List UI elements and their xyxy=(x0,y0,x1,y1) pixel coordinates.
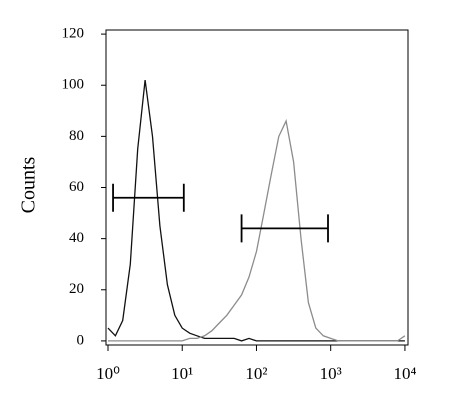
y-tick-label: 120 xyxy=(62,26,85,42)
x-tick-label: 10⁴ xyxy=(393,364,416,383)
y-tick-label: 0 xyxy=(77,332,85,348)
gate-marker xyxy=(240,214,329,243)
y-tick-label: 100 xyxy=(62,77,85,93)
series-line xyxy=(108,118,406,342)
y-tick-label: 20 xyxy=(69,281,84,297)
gate-marker xyxy=(112,183,185,212)
y-axis-label: Counts xyxy=(18,156,40,213)
x-tick-label: 10¹ xyxy=(171,364,193,383)
y-tick-label: 80 xyxy=(69,128,84,144)
y-tick-label: 40 xyxy=(69,230,84,246)
series-line xyxy=(107,80,405,342)
x-tick-label: 10² xyxy=(245,364,267,383)
y-tick-label: 60 xyxy=(69,179,84,195)
x-tick-label: 10⁰ xyxy=(96,364,120,383)
plot-frame xyxy=(105,29,409,346)
x-tick-label: 10³ xyxy=(320,364,342,383)
